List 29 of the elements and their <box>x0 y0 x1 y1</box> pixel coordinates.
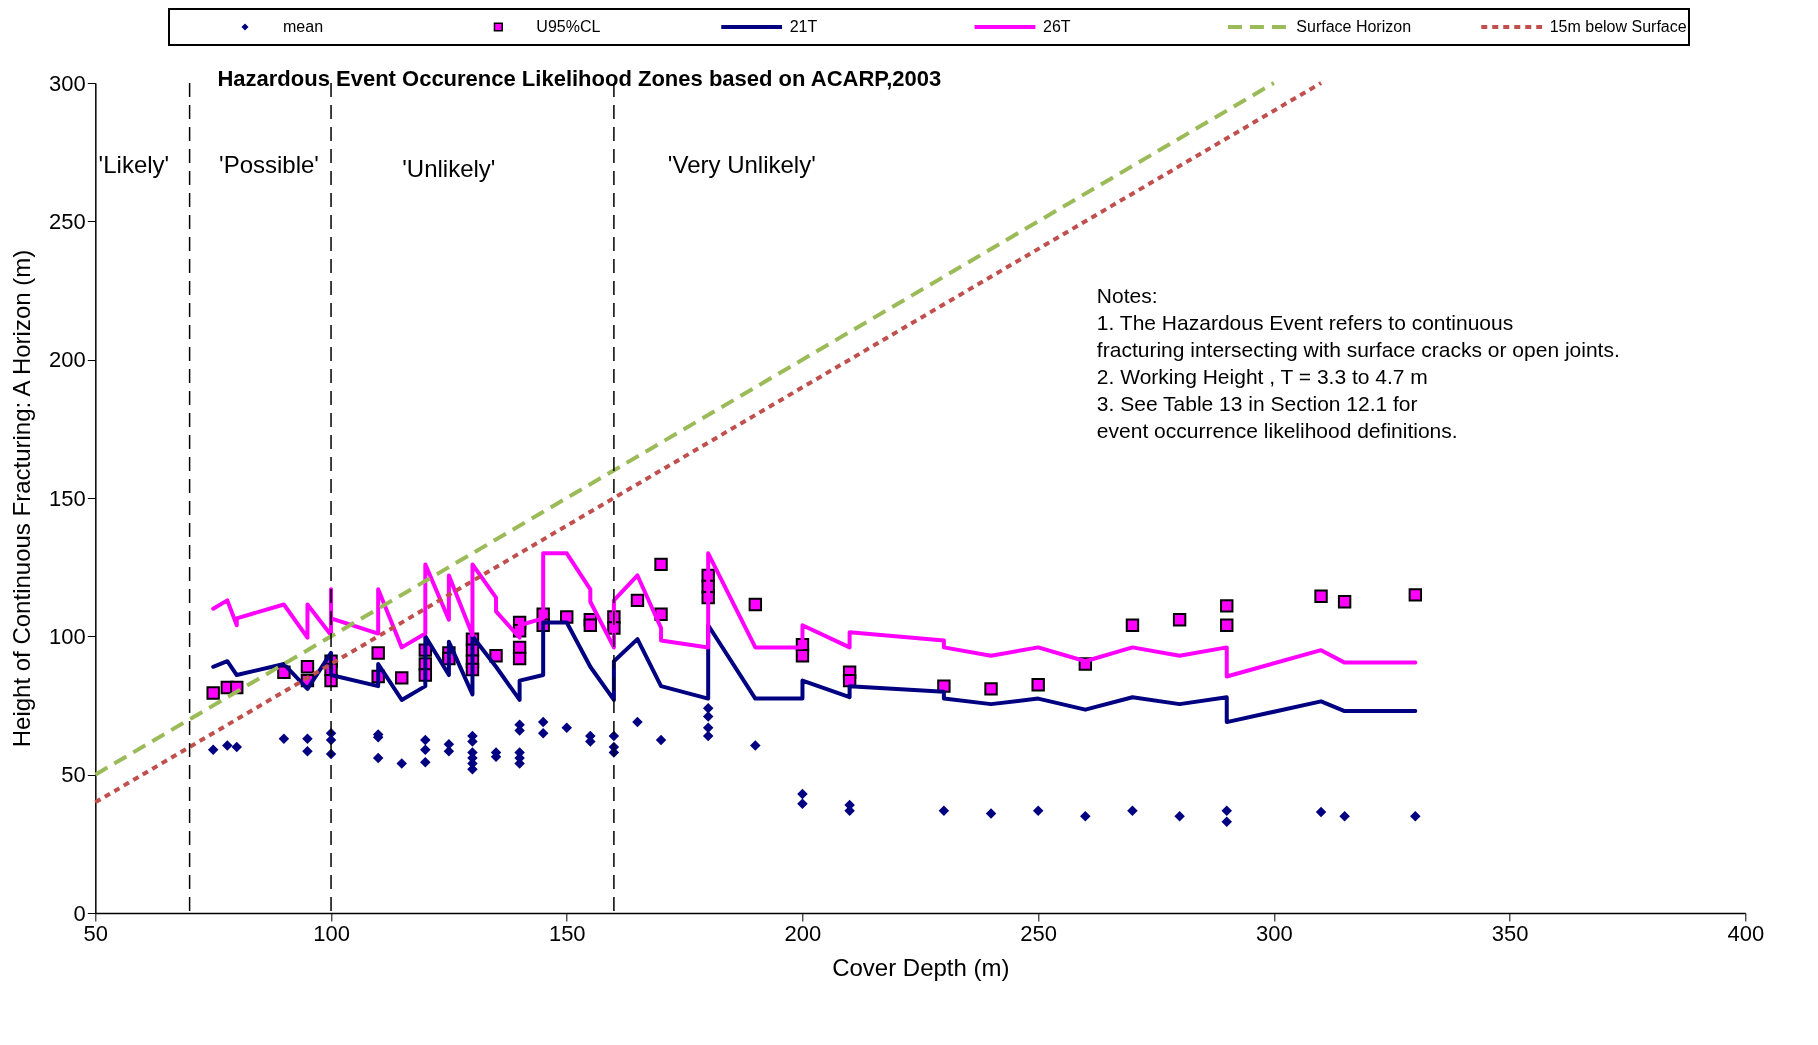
legend-label: 26T <box>1043 18 1071 35</box>
legend-label: U95%CL <box>536 18 601 35</box>
x-tick-label: 250 <box>1020 920 1058 946</box>
x-tick-label: 300 <box>1256 920 1293 946</box>
y-tick-label: 150 <box>49 485 86 511</box>
y-tick-label: 0 <box>73 900 86 926</box>
x-tick-label: 350 <box>1491 920 1529 946</box>
x-tick-label: 400 <box>1727 920 1765 946</box>
chart-title: Hazardous Event Occurence Likelihood Zones based on ACARP,2003 <box>217 66 942 91</box>
y-axis-title: Height of Continuous Fracturing: A Horizon (m) <box>8 249 36 748</box>
y-tick-label: 250 <box>49 208 86 234</box>
x-tick-label: 100 <box>313 920 350 946</box>
legend-label: mean <box>283 18 324 35</box>
y-tick-label: 300 <box>49 70 86 96</box>
x-axis-title: Cover Depth (m) <box>832 953 1010 981</box>
x-tick-label: 200 <box>784 920 822 946</box>
x-tick-label: 50 <box>83 920 109 946</box>
annotation: 'Very Unlikely' <box>667 151 816 178</box>
annotation: 'Likely' <box>98 151 170 178</box>
legend-label: 15m below Surface <box>1549 18 1687 35</box>
legend-label: Surface Horizon <box>1296 18 1412 35</box>
x-tick-label: 150 <box>548 920 586 946</box>
y-tick-label: 50 <box>61 762 86 788</box>
annotation: 'Possible' <box>219 151 319 178</box>
annotation: 'Unlikely' <box>402 155 496 183</box>
annotation: Notes: 1. The Hazardous Event refers to continuous fracturing intersecting with surface cracks or open joints. 2. Working Height , T = 3.3 to 4.7 m 3. See Table 13 in Section 12.1 for event occurrence likelihood definitions. <box>1096 284 1620 443</box>
y-tick-label: 200 <box>49 347 86 373</box>
legend-label: 21T <box>789 18 818 35</box>
y-tick-label: 100 <box>49 623 86 649</box>
